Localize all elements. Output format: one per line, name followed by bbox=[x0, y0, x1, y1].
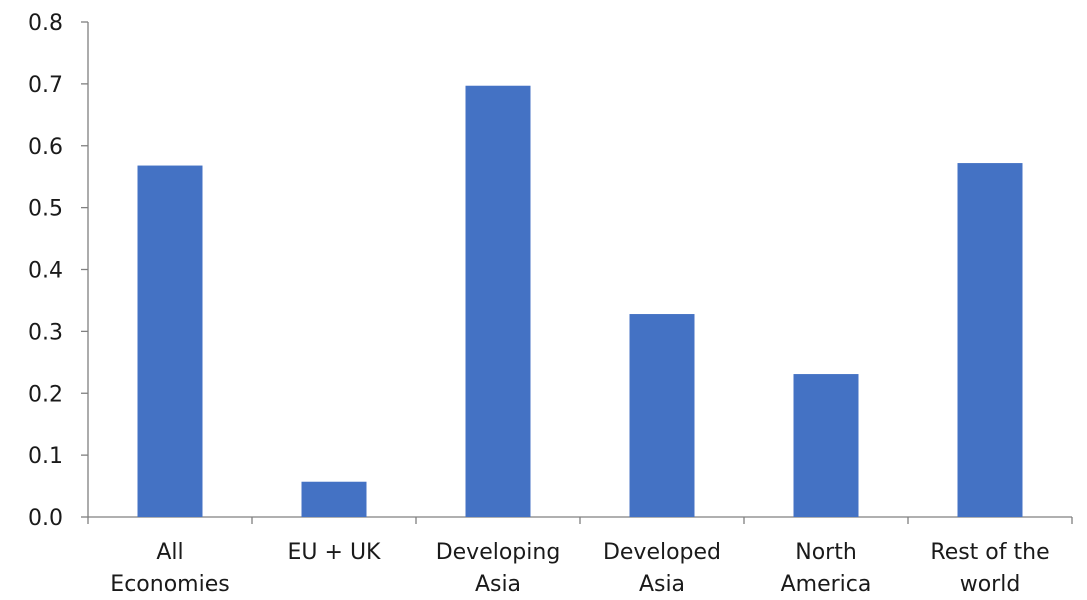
y-tick-label: 0.8 bbox=[28, 11, 63, 36]
y-tick-label: 0.2 bbox=[28, 382, 63, 407]
y-tick-label: 0.7 bbox=[28, 73, 63, 98]
x-category-label: EU + UK bbox=[288, 540, 382, 565]
x-category-label-line: Developed bbox=[603, 540, 721, 565]
y-tick-label: 0.0 bbox=[28, 506, 63, 531]
x-category-label-line: world bbox=[960, 572, 1021, 596]
bar bbox=[465, 85, 531, 517]
x-category-label-line: All bbox=[156, 540, 183, 565]
x-category-label-line: America bbox=[781, 572, 872, 596]
x-category-label: Rest of the world bbox=[930, 540, 1049, 596]
bar bbox=[793, 374, 859, 517]
y-tick-label: 0.5 bbox=[28, 197, 63, 222]
x-category-label: All Economies bbox=[110, 540, 229, 596]
x-category-label: Developing Asia bbox=[436, 540, 561, 596]
y-tick-label: 0.4 bbox=[28, 259, 63, 284]
x-category-label-line: North bbox=[795, 540, 857, 565]
x-category-label: North America bbox=[781, 540, 872, 596]
x-category-label: Developed Asia bbox=[603, 540, 721, 596]
x-category-label-line: Asia bbox=[475, 572, 521, 596]
x-category-label-line: Rest of the bbox=[930, 540, 1049, 565]
y-tick-label: 0.1 bbox=[28, 444, 63, 469]
x-category-label-line: Asia bbox=[639, 572, 685, 596]
x-category-label-line: Economies bbox=[110, 572, 229, 596]
bar bbox=[137, 165, 203, 518]
bar bbox=[957, 163, 1023, 517]
bars bbox=[137, 85, 1023, 518]
y-tick-label: 0.3 bbox=[28, 320, 63, 345]
x-category-label-line: Developing bbox=[436, 540, 561, 565]
bar bbox=[301, 481, 367, 517]
y-tick-label: 0.6 bbox=[28, 135, 63, 160]
x-axis bbox=[87, 516, 1073, 524]
bar bbox=[629, 314, 695, 517]
y-axis: 0.0 0.1 0.2 0.3 0.4 0.5 0.6 0.7 0.8 bbox=[28, 11, 89, 531]
x-category-label-line: EU + UK bbox=[288, 540, 382, 565]
